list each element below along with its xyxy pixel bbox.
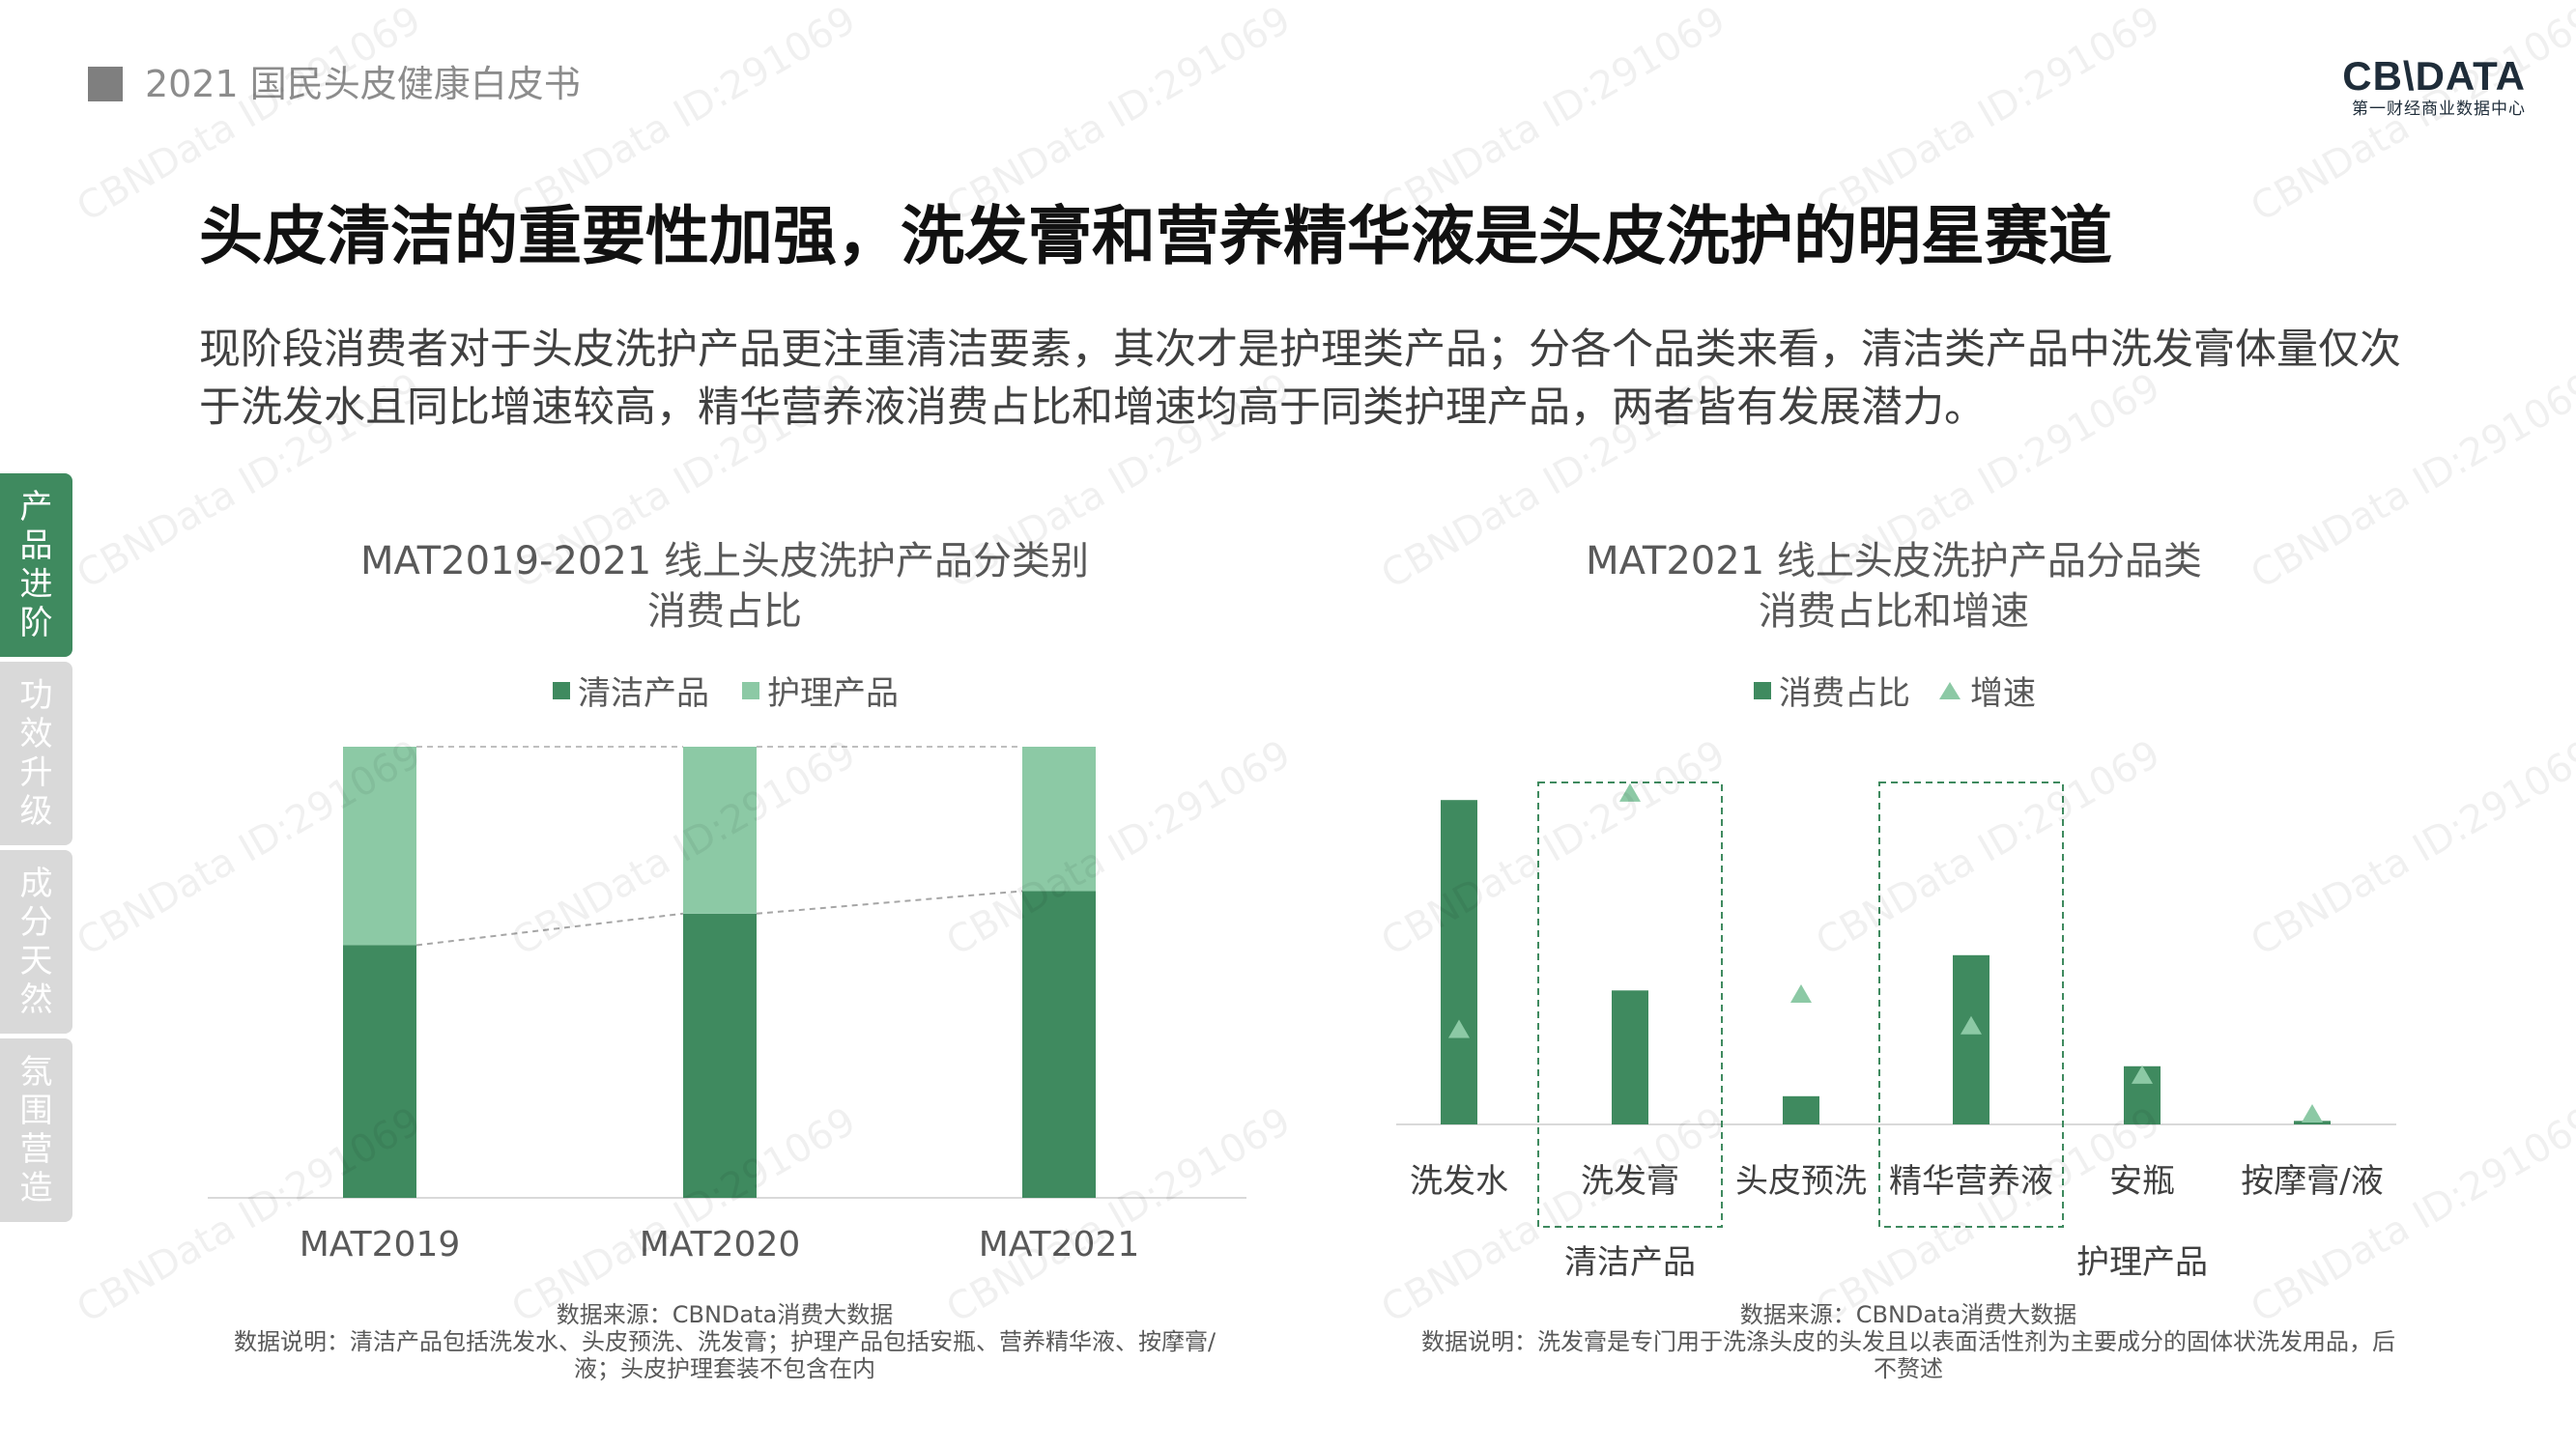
chart1-bar-clean-MAT2019 xyxy=(343,945,416,1198)
logo-wordmark: CB\DATA xyxy=(2342,53,2526,99)
chart1-legend: 清洁产品 护理产品 xyxy=(553,667,899,714)
legend-label-share: 消费占比 xyxy=(1779,674,1910,713)
chart2-source-note: 数据来源：CBNData消费大数据 xyxy=(1739,1301,2077,1328)
chart2-xtick-label: 洗发膏 xyxy=(1581,1162,1679,1201)
chart1-bar-clean-MAT2020 xyxy=(683,913,757,1198)
side-tab-label: 产品进阶 xyxy=(19,488,53,642)
chart2-xtick-label: 精华营养液 xyxy=(1889,1162,2053,1201)
chart2-highlight-box-洗发膏 xyxy=(1537,781,1723,1228)
chart2-growth-marker-精华营养液 xyxy=(1961,1015,1982,1035)
cbndata-logo: CB\DATA 第一财经商业数据中心 xyxy=(2342,54,2526,120)
chart2-xtick-label: 按摩膏/液 xyxy=(2241,1162,2383,1201)
chart2-legend: 消费占比 增速 xyxy=(1754,667,2036,714)
chart2-growth-marker-头皮预洗 xyxy=(1790,983,1812,1003)
side-tab-label: 氛围营造 xyxy=(19,1053,53,1208)
side-tab-product-upgrade[interactable]: 产品进阶 xyxy=(0,473,72,657)
legend-swatch-care xyxy=(742,681,759,699)
chart1-connector-clean xyxy=(415,912,684,947)
report-title: 2021 国民头皮健康白皮书 xyxy=(145,63,581,105)
chart2-growth-marker-洗发水 xyxy=(1448,1019,1470,1038)
legend-swatch-clean xyxy=(553,681,570,699)
chart2-xtick-label: 洗发水 xyxy=(1410,1162,1508,1201)
side-tab-label: 功效升级 xyxy=(19,676,53,831)
legend-label-growth: 增速 xyxy=(1970,674,2036,713)
chart2-title-block: MAT2021 线上头皮洗护产品分品类 消费占比和增速 xyxy=(1411,536,2377,637)
side-tab-atmosphere[interactable]: 氛围营造 xyxy=(0,1038,72,1222)
chart1-bar-care-MAT2021 xyxy=(1022,747,1096,892)
chart1-notes: 数据来源：CBNData消费大数据 数据说明：清洁产品包括洗发水、头皮预洗、洗发… xyxy=(193,1301,1256,1382)
chart2-title: MAT2021 线上头皮洗护产品分品类 xyxy=(1586,539,2202,583)
chart2-xtick-label: 头皮预洗 xyxy=(1735,1162,1867,1201)
chart2-bar-洗发水 xyxy=(1441,800,1477,1124)
chart1-xtick-label: MAT2020 xyxy=(640,1225,801,1264)
chart2-group-label: 护理产品 xyxy=(2076,1243,2208,1282)
legend-swatch-share xyxy=(1754,681,1771,699)
chart1-connector-clean xyxy=(756,890,1023,915)
header-square-marker xyxy=(88,67,123,101)
chart2-growth-marker-按摩膏/液 xyxy=(2302,1104,2323,1123)
chart2-bar-头皮预洗 xyxy=(1783,1095,1819,1124)
chart1-bar-clean-MAT2021 xyxy=(1022,891,1096,1198)
chart2-bar-洗发膏 xyxy=(1612,990,1648,1124)
chart2-bar-精华营养液 xyxy=(1953,954,1989,1124)
chart1-title-block: MAT2019-2021 线上头皮洗护产品分类别 消费占比 xyxy=(251,536,1198,637)
chart1-explanation-note: 数据说明：清洁产品包括洗发水、头皮预洗、洗发膏；护理产品包括安瓶、营养精华液、按… xyxy=(233,1328,1216,1382)
logo-tagline: 第一财经商业数据中心 xyxy=(2352,99,2526,119)
chart1-subtitle: 消费占比 xyxy=(647,589,802,634)
chart2-subtitle: 消费占比和增速 xyxy=(1759,589,2029,634)
chart2-notes: 数据来源：CBNData消费大数据 数据说明：洗发膏是专门用于洗涤头皮的头发且以… xyxy=(1401,1301,2416,1382)
chart2-bar-按摩膏/液 xyxy=(2294,1121,2331,1124)
chart2-group-label: 清洁产品 xyxy=(1564,1243,1696,1282)
chart2-growth-marker-洗发膏 xyxy=(1619,782,1641,802)
side-tab-efficacy[interactable]: 功效升级 xyxy=(0,662,72,845)
chart2-highlight-box-精华营养液 xyxy=(1878,781,2064,1228)
legend-triangle-growth-icon xyxy=(1939,681,1961,699)
chart1-bar-care-MAT2020 xyxy=(683,747,757,914)
page-title: 头皮清洁的重要性加强，洗发膏和营养精华液是头皮洗护的明星赛道 xyxy=(199,199,2112,273)
chart1-xtick-label: MAT2019 xyxy=(300,1225,461,1264)
side-tab-natural-ingredients[interactable]: 成分天然 xyxy=(0,850,72,1034)
chart2-growth-marker-安瓶 xyxy=(2132,1065,2153,1084)
side-tab-label: 成分天然 xyxy=(19,865,53,1019)
legend-label-clean: 清洁产品 xyxy=(578,674,709,713)
chart1-xtick-label: MAT2021 xyxy=(979,1225,1140,1264)
chart1-title: MAT2019-2021 线上头皮洗护产品分类别 xyxy=(360,539,1089,583)
legend-label-care: 护理产品 xyxy=(767,674,899,713)
chart2-xtick-label: 安瓶 xyxy=(2109,1162,2175,1201)
chart1-source-note: 数据来源：CBNData消费大数据 xyxy=(556,1301,894,1328)
chart1-bar-care-MAT2019 xyxy=(343,747,416,946)
chart2-explanation-note: 数据说明：洗发膏是专门用于洗涤头皮的头发且以表面活性剂为主要成分的固体状洗发用品… xyxy=(1421,1328,2395,1382)
intro-paragraph: 现阶段消费者对于头皮洗护产品更注重清洁要素，其次才是护理类产品；分各个品类来看，… xyxy=(199,326,2401,432)
